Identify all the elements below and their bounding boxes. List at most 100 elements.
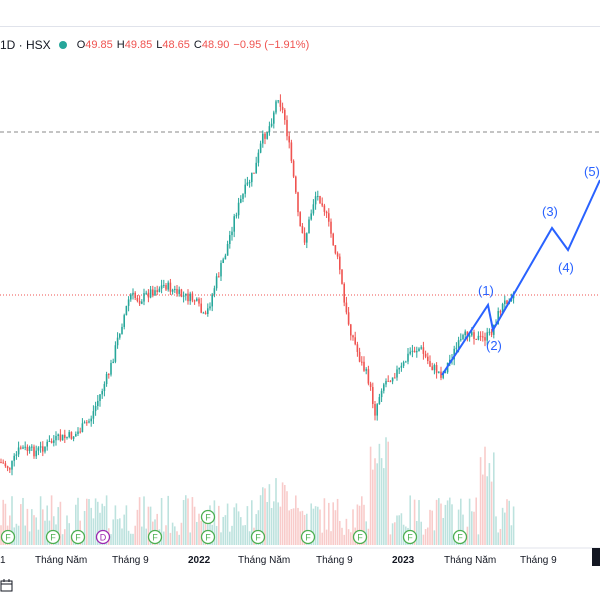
time-axis-label: Tháng 9 bbox=[520, 555, 557, 566]
candle-body bbox=[497, 311, 499, 325]
volume-bar bbox=[86, 498, 88, 545]
candle-body bbox=[235, 215, 238, 217]
earnings-marker[interactable]: F bbox=[200, 509, 216, 525]
volume-bar bbox=[224, 515, 227, 545]
svg-text:F: F bbox=[152, 533, 158, 543]
volume-bar bbox=[339, 520, 341, 545]
earnings-marker[interactable]: F bbox=[452, 529, 468, 545]
candle-body bbox=[193, 300, 196, 302]
volume-bar bbox=[116, 519, 119, 545]
symbol-label[interactable]: 1D · HSX bbox=[0, 38, 51, 52]
low-key: L bbox=[156, 39, 163, 51]
change-value: −0.95 (−1.91%) bbox=[233, 39, 310, 51]
svg-text:F: F bbox=[357, 533, 363, 543]
candle-body bbox=[209, 306, 211, 309]
volume-bar bbox=[31, 509, 33, 545]
volume-bar bbox=[317, 506, 319, 545]
candle-body bbox=[240, 198, 242, 203]
candle-body bbox=[158, 288, 161, 292]
candle-body bbox=[17, 447, 20, 455]
candle-body bbox=[501, 304, 504, 313]
earnings-marker[interactable]: F bbox=[200, 529, 216, 545]
volume-bars bbox=[0, 437, 515, 545]
candle-body bbox=[398, 367, 400, 370]
candle-body bbox=[308, 219, 310, 234]
dividend-marker[interactable]: D bbox=[95, 529, 111, 545]
volume-bar bbox=[361, 496, 363, 545]
volume-bar bbox=[147, 506, 150, 545]
svg-text:F: F bbox=[205, 533, 211, 543]
time-axis-label: 2022 bbox=[188, 555, 211, 566]
volume-bar bbox=[121, 528, 123, 545]
candle-body bbox=[468, 335, 471, 338]
candle-body bbox=[306, 233, 308, 243]
candle-body bbox=[61, 434, 64, 441]
low-value: 48.65 bbox=[162, 39, 190, 51]
volume-bar bbox=[207, 514, 209, 545]
candle-body bbox=[246, 182, 249, 185]
candle-body bbox=[55, 436, 57, 441]
candle-body bbox=[156, 290, 158, 292]
earnings-marker[interactable]: F bbox=[250, 529, 266, 545]
candle-body bbox=[405, 361, 407, 363]
candle-body bbox=[378, 397, 381, 405]
candle-body bbox=[279, 100, 282, 107]
volume-bar bbox=[237, 511, 240, 545]
candle-body bbox=[424, 353, 427, 357]
earnings-marker[interactable]: F bbox=[352, 529, 368, 545]
volume-bar bbox=[413, 499, 416, 545]
earnings-marker[interactable]: F bbox=[147, 529, 163, 545]
candle-body bbox=[409, 351, 411, 354]
candle-body bbox=[455, 347, 458, 349]
event-markers: F F F D F F F F F F FF bbox=[0, 509, 468, 545]
volume-bar bbox=[314, 506, 317, 545]
volume-bar bbox=[141, 526, 143, 545]
top-toolbar bbox=[0, 0, 600, 27]
candle-body bbox=[24, 446, 26, 448]
candle-body bbox=[15, 454, 18, 456]
svg-text:F: F bbox=[407, 533, 413, 543]
volume-bar bbox=[451, 504, 453, 545]
volume-bar bbox=[246, 506, 249, 545]
candle-body bbox=[110, 363, 112, 375]
candle-body bbox=[196, 298, 198, 301]
earnings-marker[interactable]: F bbox=[70, 529, 86, 545]
volume-bar bbox=[321, 532, 323, 545]
volume-bar bbox=[471, 511, 473, 545]
volume-bar bbox=[193, 506, 196, 545]
volume-bar bbox=[290, 509, 293, 545]
close-key: C bbox=[193, 39, 202, 51]
candle-body bbox=[475, 338, 477, 340]
candle-body bbox=[325, 211, 328, 214]
earnings-marker[interactable]: F bbox=[402, 529, 418, 545]
candle-body bbox=[224, 255, 227, 260]
candle-body bbox=[191, 293, 194, 301]
volume-bar bbox=[88, 499, 90, 545]
candle-body bbox=[165, 285, 167, 290]
calendar-icon[interactable] bbox=[0, 578, 14, 592]
candle-body bbox=[457, 340, 460, 348]
candle-body bbox=[462, 335, 464, 340]
time-axis-label: Tháng Năm bbox=[35, 555, 87, 566]
earnings-marker[interactable]: F bbox=[45, 529, 61, 545]
volume-bar bbox=[259, 495, 262, 545]
open-value: 49.85 bbox=[85, 39, 113, 51]
candle-body bbox=[180, 289, 183, 297]
volume-bar bbox=[440, 503, 442, 545]
candle-body bbox=[26, 446, 29, 452]
candle-body bbox=[413, 350, 416, 353]
volume-bar bbox=[427, 527, 429, 545]
candle-body bbox=[182, 295, 185, 297]
volume-bar bbox=[387, 441, 389, 545]
earnings-marker[interactable]: F bbox=[0, 529, 16, 545]
volume-bar bbox=[134, 525, 136, 545]
earnings-marker[interactable]: F bbox=[300, 529, 316, 545]
candle-body bbox=[97, 400, 99, 406]
volume-bar bbox=[103, 506, 106, 545]
candle-body bbox=[259, 143, 262, 153]
volume-bar bbox=[330, 531, 332, 545]
scroll-handle[interactable] bbox=[592, 548, 600, 566]
volume-bar bbox=[374, 458, 376, 545]
candle-body bbox=[132, 292, 134, 295]
